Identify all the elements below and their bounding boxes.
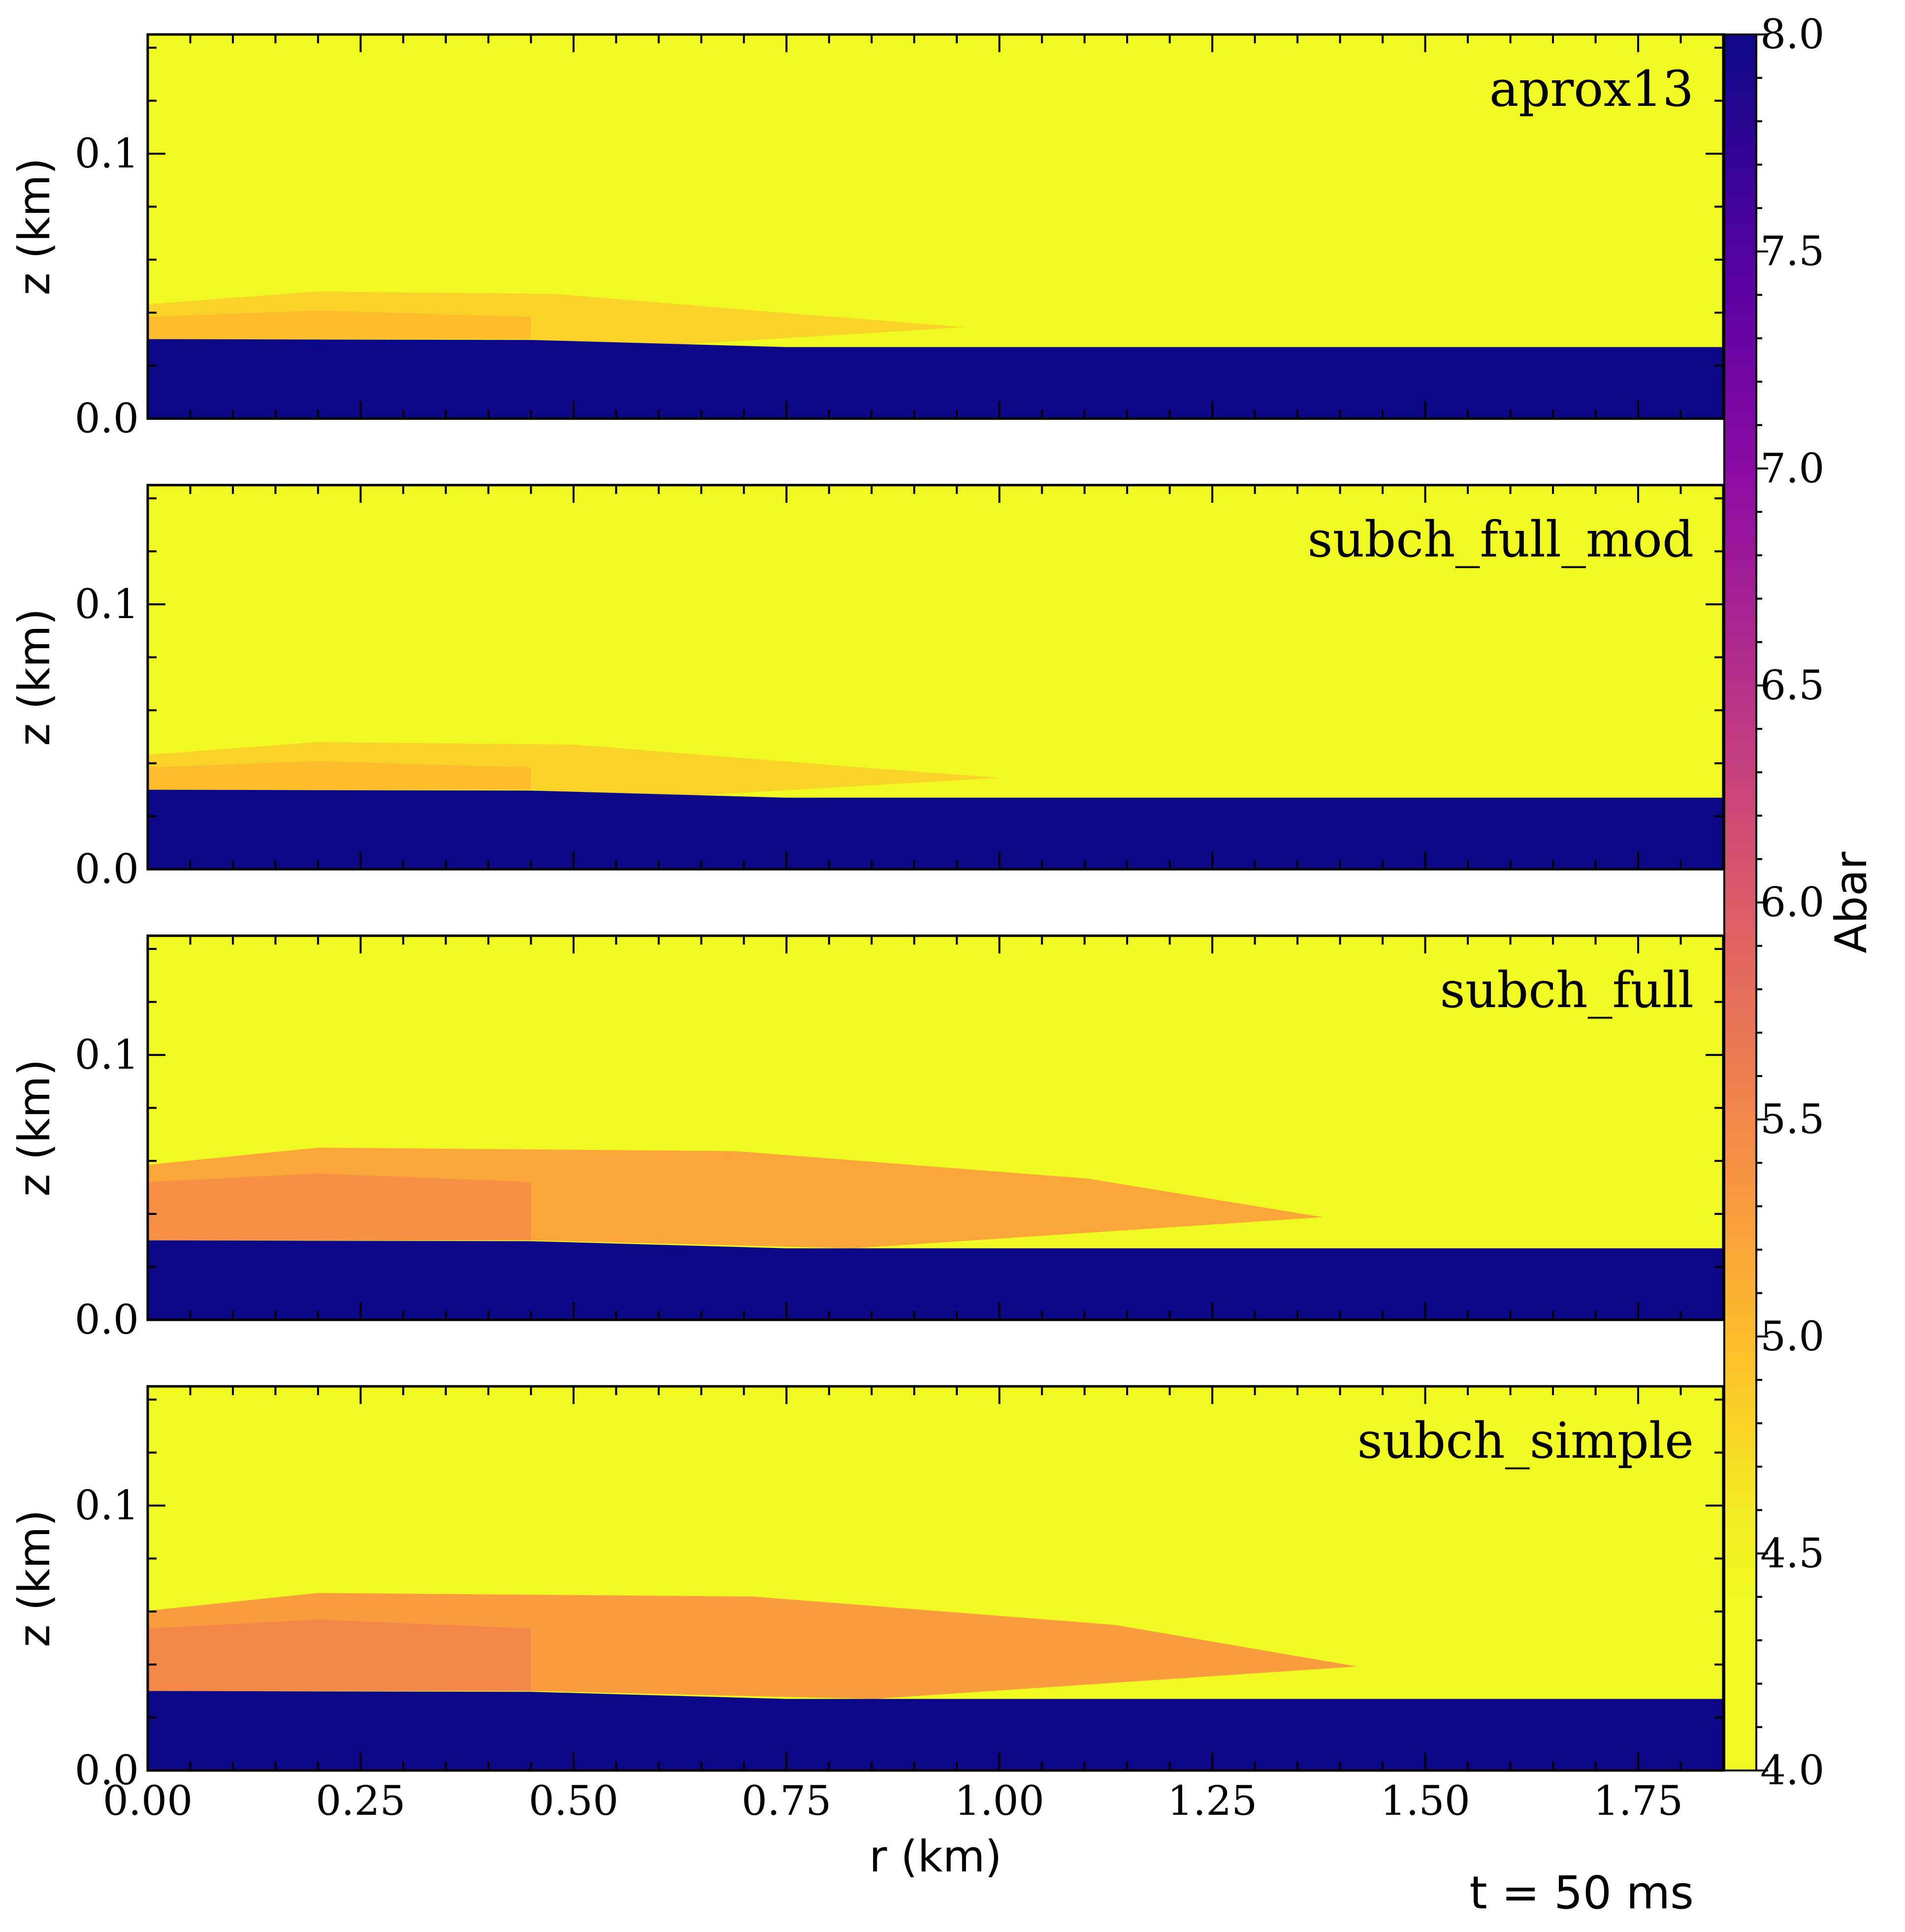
x-tick-label: 1.75 <box>1593 1778 1683 1825</box>
colorbar-tick-label: 6.5 <box>1760 662 1824 709</box>
colorbar-tick-label: 5.0 <box>1760 1313 1824 1360</box>
panel-aprox13: 0.0 0.1 z (km) aprox13 <box>9 33 1725 442</box>
colorbar <box>1723 33 1757 1771</box>
y-tick-label: 0.1 <box>75 581 139 628</box>
y-tick-label: 0.0 <box>75 1747 139 1794</box>
panel-subch_full: 0.0 0.1 z (km) subch_full <box>9 934 1725 1343</box>
colorbar-tick-label: 7.0 <box>1760 445 1824 492</box>
panel-label: subch_full <box>1440 961 1694 1019</box>
y-axis-title: z (km) <box>9 158 60 295</box>
heatmap-field <box>148 485 1723 869</box>
panel-label: aprox13 <box>1489 60 1694 118</box>
y-tick-label: 0.0 <box>75 1297 139 1343</box>
x-tick-label: 0.50 <box>529 1778 619 1825</box>
heatmap-field <box>148 34 1723 419</box>
base-layer <box>148 789 1723 869</box>
base-layer <box>148 339 1723 419</box>
ash-core <box>148 1619 531 1691</box>
y-tick-label: 0.1 <box>75 131 139 177</box>
ash-core <box>148 1173 531 1241</box>
colorbar-tick-label: 7.5 <box>1760 229 1824 275</box>
colorbar-label: Abar <box>1826 851 1876 953</box>
y-tick-label: 0.1 <box>75 1482 139 1529</box>
colorbar-tick-label: 4.0 <box>1760 1747 1824 1794</box>
colorbar-tick-label: 4.5 <box>1760 1530 1824 1577</box>
y-tick-label: 0.0 <box>75 846 139 893</box>
x-tick-label: 1.25 <box>1167 1778 1258 1825</box>
upper-plume <box>148 657 744 761</box>
panel-label: subch_full_mod <box>1307 511 1694 568</box>
heatmap-field <box>148 1386 1723 1770</box>
x-tick-label: 0.75 <box>742 1778 832 1825</box>
x-tick-label: 1.00 <box>954 1778 1044 1825</box>
base-layer <box>148 1691 1723 1770</box>
panel-subch_simple: 0.0 0.1 z (km) subch_simple <box>9 1385 1725 1794</box>
y-axis-title: z (km) <box>9 1059 60 1197</box>
base-layer <box>148 1240 1723 1320</box>
time-annotation: t = 50 ms <box>1469 1867 1694 1919</box>
x-tick-label: 0.25 <box>316 1778 406 1825</box>
x-axis-title: r (km) <box>869 1831 1002 1882</box>
y-tick-label: 0.1 <box>75 1032 139 1079</box>
y-axis-title: z (km) <box>9 608 60 746</box>
x-tick-label: 0.00 <box>103 1778 193 1825</box>
panel-subch_full_mod: 0.0 0.1 z (km) subch_full_mod <box>9 484 1725 893</box>
ash-core <box>148 310 531 339</box>
colorbar-tick-label: 6.0 <box>1760 880 1824 926</box>
heatmap-field <box>148 936 1723 1320</box>
y-axis-title: z (km) <box>9 1509 60 1647</box>
x-tick-label: 1.50 <box>1380 1778 1470 1825</box>
colorbar-tick-label: 8.0 <box>1760 11 1824 58</box>
y-tick-label: 0.0 <box>75 395 139 442</box>
ash-core <box>148 761 531 790</box>
colorbar-tick-label: 5.5 <box>1760 1096 1824 1143</box>
panel-label: subch_simple <box>1357 1412 1694 1470</box>
